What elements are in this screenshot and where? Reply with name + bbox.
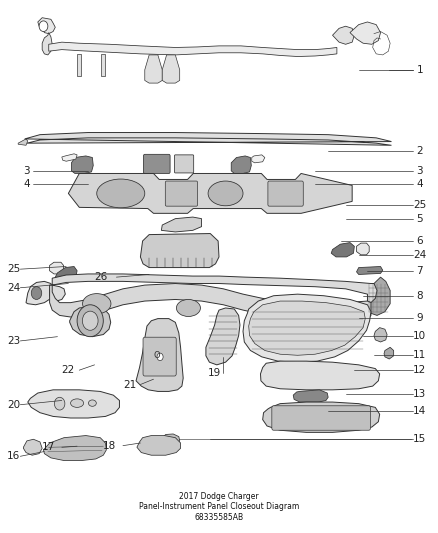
Polygon shape — [293, 390, 328, 402]
Polygon shape — [367, 277, 390, 316]
Text: 3: 3 — [24, 166, 30, 176]
Text: 8: 8 — [417, 291, 423, 301]
Polygon shape — [206, 308, 240, 365]
FancyBboxPatch shape — [144, 155, 170, 173]
Text: 24: 24 — [7, 283, 21, 293]
Polygon shape — [357, 243, 369, 255]
Text: 1: 1 — [417, 65, 423, 75]
Polygon shape — [49, 42, 337, 56]
Circle shape — [31, 287, 42, 300]
Polygon shape — [43, 435, 106, 461]
Polygon shape — [42, 33, 52, 55]
FancyBboxPatch shape — [165, 181, 198, 206]
Polygon shape — [25, 133, 392, 146]
Polygon shape — [18, 139, 28, 146]
Text: O: O — [154, 351, 160, 360]
Polygon shape — [331, 243, 354, 257]
Text: 12: 12 — [413, 365, 427, 375]
Polygon shape — [49, 284, 371, 320]
Text: 18: 18 — [103, 441, 117, 451]
Text: 25: 25 — [7, 264, 21, 274]
Polygon shape — [71, 156, 93, 173]
Polygon shape — [137, 435, 180, 455]
Ellipse shape — [177, 300, 201, 317]
Text: 25: 25 — [413, 200, 427, 211]
Polygon shape — [68, 173, 352, 213]
Polygon shape — [141, 233, 219, 268]
Ellipse shape — [88, 400, 96, 406]
Polygon shape — [374, 328, 387, 342]
Text: 14: 14 — [413, 406, 427, 416]
Polygon shape — [231, 156, 251, 173]
FancyBboxPatch shape — [268, 181, 303, 206]
Polygon shape — [161, 434, 180, 446]
Polygon shape — [145, 55, 162, 83]
Text: 6: 6 — [417, 236, 423, 246]
Text: 16: 16 — [7, 451, 21, 461]
Polygon shape — [62, 154, 77, 161]
Polygon shape — [49, 274, 377, 303]
Ellipse shape — [208, 181, 243, 206]
Text: 9: 9 — [417, 313, 423, 323]
Text: 21: 21 — [123, 379, 136, 390]
Circle shape — [39, 21, 48, 31]
Polygon shape — [23, 439, 42, 455]
Polygon shape — [101, 54, 106, 76]
Text: 26: 26 — [95, 272, 108, 282]
Text: 15: 15 — [413, 434, 427, 445]
Text: 23: 23 — [7, 336, 21, 346]
Polygon shape — [55, 266, 77, 281]
Polygon shape — [249, 301, 365, 356]
Polygon shape — [162, 55, 180, 83]
Text: 19: 19 — [208, 368, 221, 378]
Text: 5: 5 — [417, 214, 423, 224]
Polygon shape — [38, 18, 55, 34]
Circle shape — [54, 397, 65, 410]
Text: 13: 13 — [413, 389, 427, 399]
Polygon shape — [263, 402, 380, 432]
FancyBboxPatch shape — [143, 337, 176, 376]
Text: 4: 4 — [417, 179, 423, 189]
Text: 2: 2 — [417, 146, 423, 156]
Text: 2017 Dodge Charger
Panel-Instrument Panel Closeout Diagram
68335585AB: 2017 Dodge Charger Panel-Instrument Pane… — [139, 492, 299, 522]
Circle shape — [82, 311, 98, 330]
Ellipse shape — [82, 294, 111, 314]
Polygon shape — [252, 155, 265, 163]
Text: 4: 4 — [24, 179, 30, 189]
Polygon shape — [49, 262, 64, 274]
FancyBboxPatch shape — [174, 155, 194, 173]
Polygon shape — [28, 390, 120, 418]
Polygon shape — [77, 54, 81, 76]
Polygon shape — [70, 306, 111, 337]
Polygon shape — [26, 281, 53, 305]
Text: 17: 17 — [42, 442, 55, 452]
Polygon shape — [332, 26, 354, 44]
Text: 24: 24 — [413, 250, 427, 260]
Text: 10: 10 — [413, 330, 427, 341]
Text: 3: 3 — [417, 166, 423, 176]
Polygon shape — [261, 361, 380, 390]
Polygon shape — [243, 294, 371, 362]
Polygon shape — [161, 217, 201, 232]
Polygon shape — [357, 266, 383, 274]
Circle shape — [77, 305, 103, 337]
Text: 20: 20 — [7, 400, 20, 410]
Polygon shape — [384, 348, 394, 359]
Text: 7: 7 — [417, 266, 423, 276]
FancyBboxPatch shape — [272, 406, 371, 430]
Ellipse shape — [97, 179, 145, 208]
Polygon shape — [350, 22, 381, 44]
Circle shape — [157, 353, 163, 361]
Text: 22: 22 — [62, 365, 75, 375]
Ellipse shape — [71, 399, 84, 407]
Text: 11: 11 — [413, 350, 427, 360]
Polygon shape — [136, 319, 183, 391]
